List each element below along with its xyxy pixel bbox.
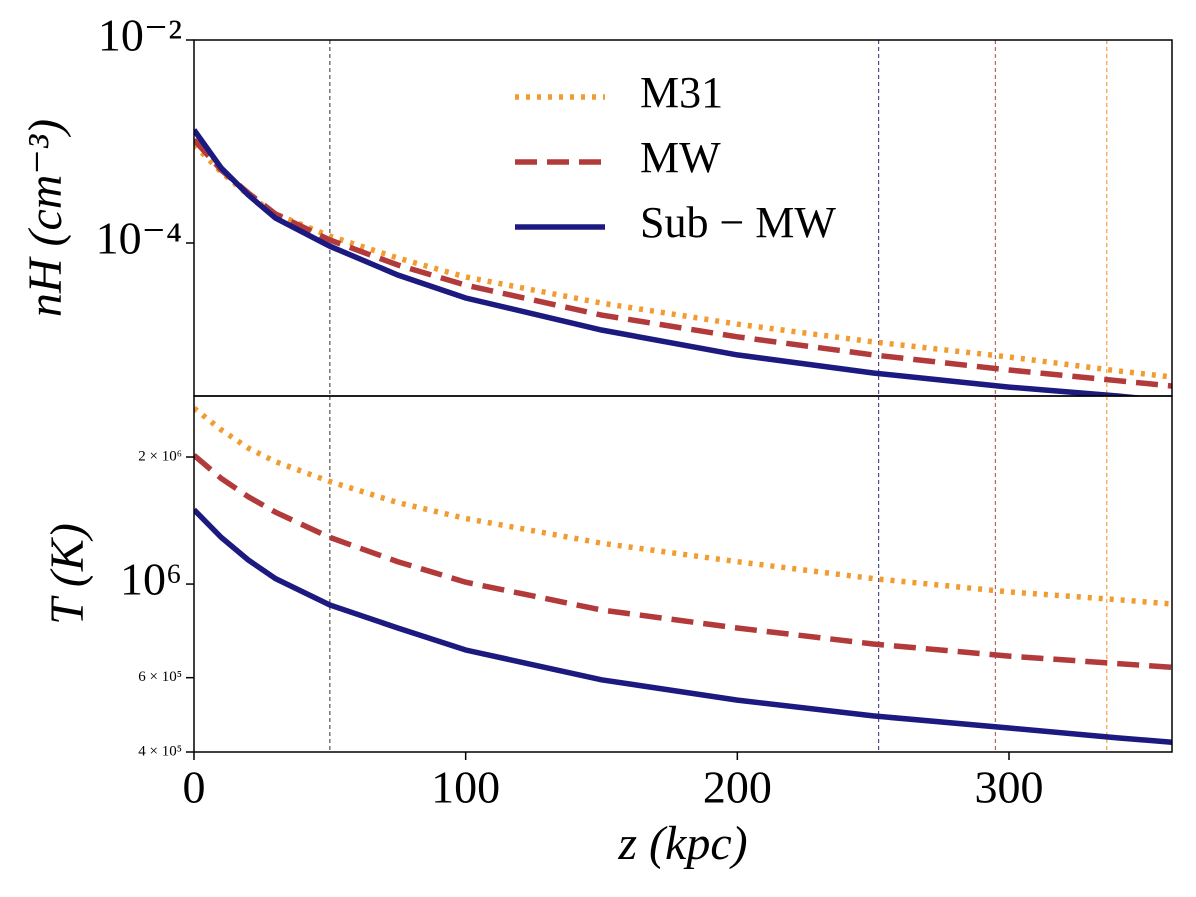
plot-area: [194, 406, 1172, 745]
legend-label: Sub − MW: [640, 198, 836, 247]
series-line: [194, 406, 1172, 607]
x-tick-label: 200: [703, 762, 772, 813]
y-tick-label: 10⁻²: [98, 10, 182, 61]
y-tick-label: 4 × 10⁵: [138, 743, 182, 759]
axes-frame: [193, 395, 1173, 753]
y-tick-label: 2 × 10⁶: [138, 448, 182, 464]
series-line: [194, 453, 1172, 671]
series-line: [194, 128, 1146, 396]
x-tick-label: 100: [431, 762, 500, 813]
plot-area: [194, 128, 1172, 396]
legend-label: MW: [640, 133, 721, 182]
legend-label: M31: [640, 68, 723, 117]
x-tick-label: 0: [183, 762, 206, 813]
y-tick-label: 6 × 10⁵: [138, 669, 182, 685]
y-axis-label: T (K): [41, 523, 94, 625]
y-axis-label: nH (cm⁻³): [19, 119, 72, 317]
y-tick-label: 10⁻⁴: [96, 213, 182, 264]
series-line: [194, 507, 1172, 745]
y-tick-label: 10⁶: [120, 554, 182, 605]
x-axis-label: z (kpc): [617, 817, 747, 870]
x-tick-label: 300: [975, 762, 1044, 813]
